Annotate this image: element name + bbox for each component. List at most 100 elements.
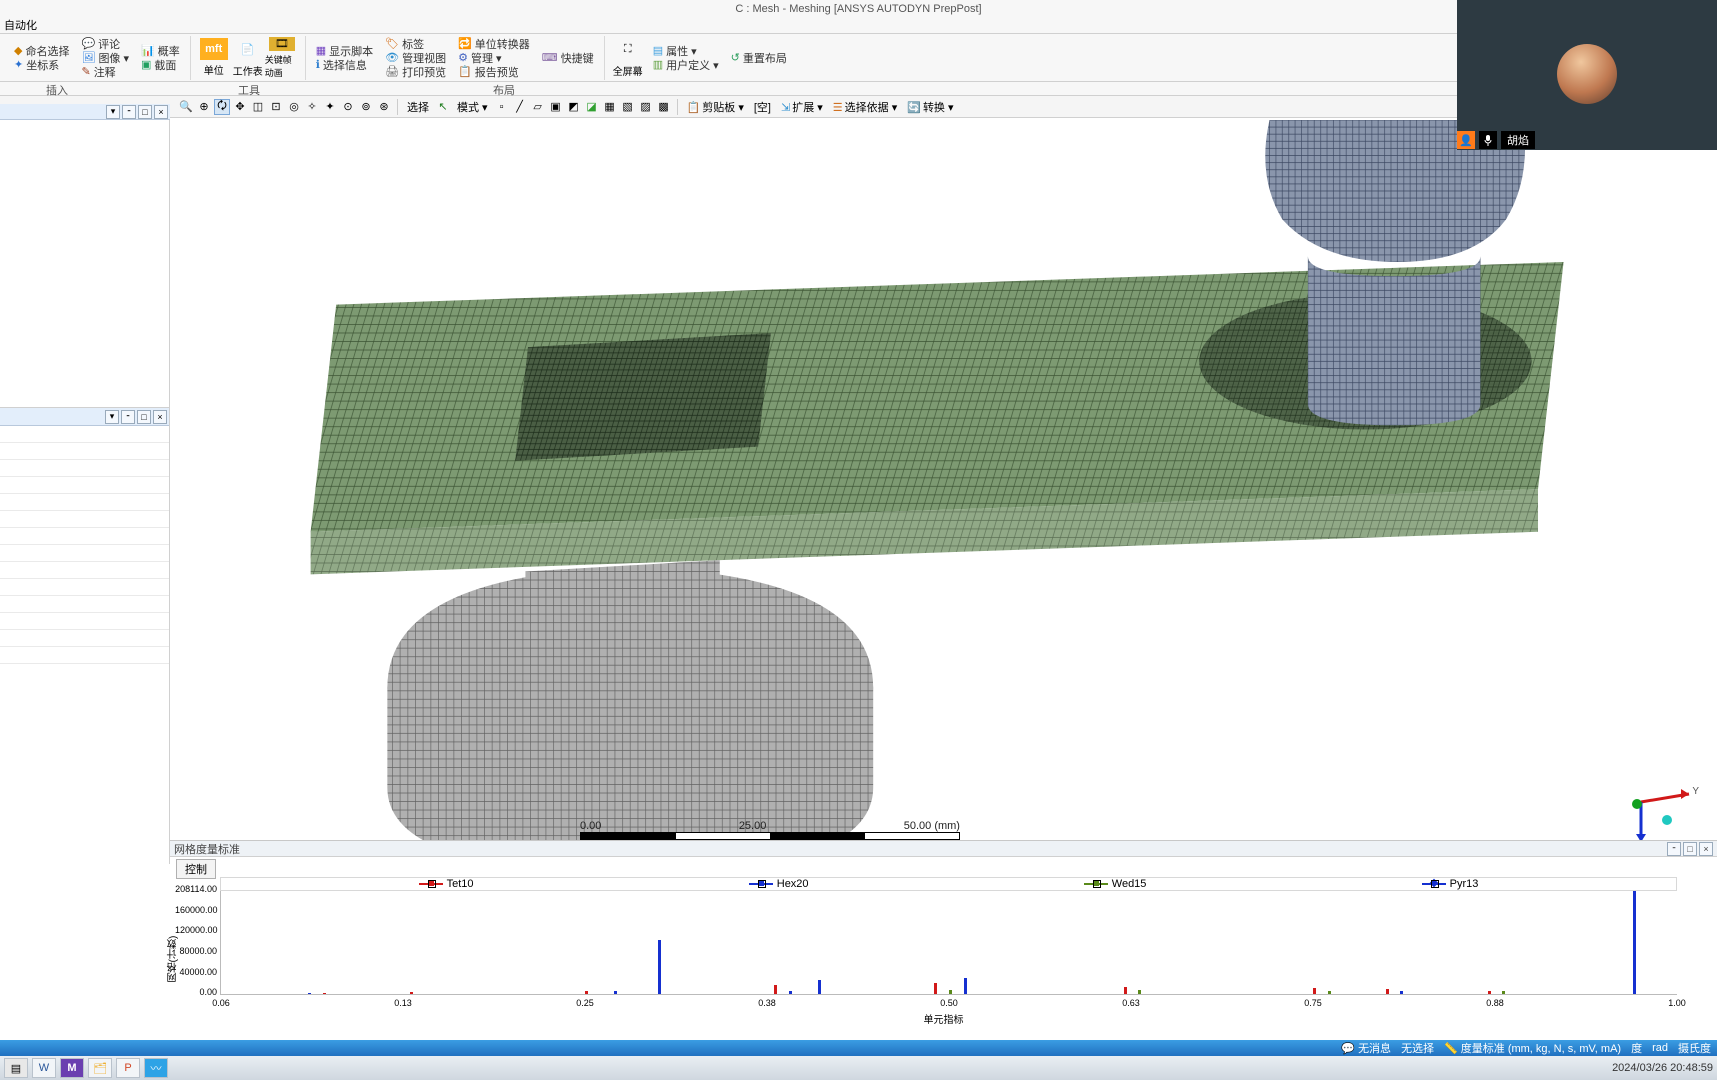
named-selection-button[interactable]: ◆命名选择 — [10, 44, 73, 58]
chart-bar[interactable] — [774, 985, 777, 994]
filter-5-icon[interactable]: ◩ — [566, 99, 582, 115]
status-metric[interactable]: 📏度量标准 (mm, kg, N, s, mV, mA) — [1444, 1040, 1621, 1056]
chart-bar[interactable] — [1400, 991, 1403, 994]
detail-row[interactable] — [0, 460, 169, 477]
chart-bar[interactable] — [1313, 988, 1316, 994]
detail-row[interactable] — [0, 647, 169, 664]
chart-bar[interactable] — [789, 991, 792, 994]
3d-viewport[interactable]: 0.00 25.00 50.00 (mm) 12.50 37.50 Y Z — [170, 120, 1717, 864]
task-app-ppt[interactable]: P — [116, 1058, 140, 1078]
reset-layout-button[interactable]: ↺重置布局 — [727, 51, 791, 65]
keyframe-button[interactable]: 🎞 关键帧动画 — [265, 37, 299, 79]
chart-bar[interactable] — [1502, 991, 1505, 994]
convert-dropdown[interactable]: 🔄转换 ▾ — [903, 99, 957, 115]
panel-pin-icon[interactable]: ⁃ — [121, 410, 135, 424]
probability-button[interactable]: 📊概率 — [137, 44, 184, 58]
chart-bar[interactable] — [308, 993, 311, 994]
video-call-overlay[interactable]: 👤 胡焰 — [1457, 0, 1717, 150]
section-button[interactable]: ▣截面 — [137, 58, 184, 72]
unit-convert-button[interactable]: 🔁单位转换器 — [454, 37, 534, 51]
filter-10-icon[interactable]: ▩ — [656, 99, 672, 115]
shortcut-button[interactable]: ⌨快捷键 — [538, 51, 598, 65]
chart-bar[interactable] — [585, 991, 588, 994]
panel-menu-icon[interactable]: ▾ — [105, 410, 119, 424]
chart-bar[interactable] — [818, 980, 821, 994]
detail-row[interactable] — [0, 443, 169, 460]
status-deg[interactable]: 度 — [1631, 1040, 1642, 1056]
panel-max-icon[interactable]: □ — [1683, 842, 1697, 856]
panel-pin-icon[interactable]: ⁃ — [1667, 842, 1681, 856]
filter-9-icon[interactable]: ▨ — [638, 99, 654, 115]
filter-point-icon[interactable]: ▫ — [494, 99, 510, 115]
filter-8-icon[interactable]: ▧ — [620, 99, 636, 115]
image-button[interactable]: 🖼图像 ▾ — [77, 51, 133, 65]
chart-bar[interactable] — [1386, 989, 1389, 994]
annotation-button[interactable]: ✎注释 — [77, 65, 133, 79]
tool-icon-7[interactable]: ⊛ — [376, 99, 392, 115]
chart-bar[interactable] — [949, 990, 952, 994]
panel-close-icon[interactable]: × — [154, 105, 168, 119]
chart-bar[interactable] — [1633, 891, 1636, 994]
panel-close-icon[interactable]: × — [153, 410, 167, 424]
fullscreen-button[interactable]: ⛶ 全屏幕 — [611, 37, 645, 79]
legend-item[interactable]: Hex20 — [749, 878, 809, 890]
detail-row[interactable] — [0, 511, 169, 528]
status-nosel[interactable]: 无选择 — [1401, 1040, 1434, 1056]
panel-pin-icon[interactable]: ⁃ — [122, 105, 136, 119]
detail-row[interactable] — [0, 562, 169, 579]
seldep-dropdown[interactable]: ☰选择依据 ▾ — [829, 99, 901, 115]
chart-bar[interactable] — [1328, 991, 1331, 994]
chart-bar[interactable] — [1488, 991, 1491, 994]
task-app-word[interactable]: W — [32, 1058, 56, 1078]
chart-bar[interactable] — [410, 992, 413, 994]
detail-row[interactable] — [0, 630, 169, 647]
zoom-fit-icon[interactable]: 🔍 — [178, 99, 194, 115]
tab-automation[interactable]: 自动化 — [4, 20, 37, 32]
filter-body-icon[interactable]: ▣ — [548, 99, 564, 115]
comment-button[interactable]: 💬评论 — [77, 37, 133, 51]
tray-datetime[interactable]: 2024/03/26 20:48:59 — [1612, 1062, 1713, 1074]
control-button[interactable]: 控制 — [176, 859, 216, 879]
detail-row[interactable] — [0, 579, 169, 596]
rotate-icon[interactable]: 🗘 — [214, 99, 230, 115]
tool-icon-4[interactable]: ✦ — [322, 99, 338, 115]
mode-dropdown[interactable]: 模式 ▾ — [453, 99, 492, 115]
panel-max-icon[interactable]: □ — [137, 410, 151, 424]
legend-item[interactable]: Pyr13 — [1422, 878, 1479, 890]
filter-7-icon[interactable]: ▦ — [602, 99, 618, 115]
tool-icon-6[interactable]: ⊚ — [358, 99, 374, 115]
chart-bar[interactable] — [614, 991, 617, 994]
print-preview-button[interactable]: 🖨打印预览 — [381, 65, 450, 79]
detail-row[interactable] — [0, 477, 169, 494]
tree-panel-body[interactable] — [0, 120, 169, 408]
select-label[interactable]: 选择 — [403, 99, 433, 115]
chart-plot[interactable]: 0.0040000.0080000.00120000.00160000.0020… — [220, 891, 1677, 995]
label-button[interactable]: 🏷标签 — [381, 37, 450, 51]
task-app-6[interactable]: 〰 — [144, 1058, 168, 1078]
property-button[interactable]: ▤属性 ▾ — [649, 44, 723, 58]
detail-row[interactable] — [0, 494, 169, 511]
select-info-button[interactable]: ℹ选择信息 — [312, 58, 377, 72]
filter-edge-icon[interactable]: ╱ — [512, 99, 528, 115]
status-nomsg[interactable]: 💬无消息 — [1341, 1040, 1391, 1056]
detail-row[interactable] — [0, 528, 169, 545]
axis-triad[interactable]: Y Z — [1623, 758, 1703, 848]
tool-icon-1[interactable]: ⊡ — [268, 99, 284, 115]
tool-icon-3[interactable]: ✧ — [304, 99, 320, 115]
extend-dropdown[interactable]: ⇲扩展 ▾ — [777, 99, 827, 115]
task-app-m[interactable]: M — [60, 1058, 84, 1078]
clipboard-dropdown[interactable]: 📋剪贴板 ▾ — [683, 99, 748, 115]
userdef-button[interactable]: ▥用户定义 ▾ — [649, 58, 723, 72]
unit-button[interactable]: mft 单位 — [197, 37, 231, 79]
panel-menu-icon[interactable]: ▾ — [106, 105, 120, 119]
detail-row[interactable] — [0, 613, 169, 630]
status-rad[interactable]: rad — [1652, 1042, 1668, 1054]
task-app-explorer[interactable]: 🗂 — [88, 1058, 112, 1078]
report-preview-button[interactable]: 📋报告预览 — [454, 65, 534, 79]
manage-view-button[interactable]: 👁管理视图 — [381, 51, 450, 65]
detail-row[interactable] — [0, 596, 169, 613]
zoom-box-icon[interactable]: ◫ — [250, 99, 266, 115]
chart-bar[interactable] — [934, 983, 937, 994]
coord-sys-button[interactable]: ✦坐标系 — [10, 58, 73, 72]
legend-item[interactable]: Wed15 — [1084, 878, 1147, 890]
